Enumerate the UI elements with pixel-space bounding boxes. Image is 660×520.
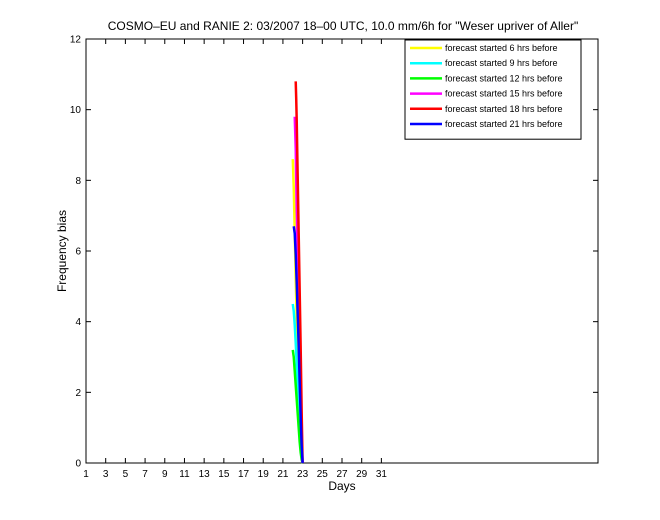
legend-entry-label: forecast started 15 hrs before	[445, 89, 563, 99]
x-tick-label: 1	[83, 469, 89, 480]
x-tick-label: 7	[142, 469, 148, 480]
x-tick-label: 11	[179, 469, 190, 480]
x-tick-label: 31	[376, 469, 388, 480]
x-tick-label: 23	[297, 469, 309, 480]
x-axis-label: Days	[328, 479, 355, 493]
legend-entry-label: forecast started 12 hrs before	[445, 73, 563, 83]
legend: forecast started 6 hrs before forecast st…	[404, 39, 582, 140]
x-tick-label: 5	[123, 469, 129, 480]
x-tick-label: 15	[218, 469, 230, 480]
series-group	[291, 81, 304, 464]
y-tick-label: 12	[70, 35, 82, 46]
y-tick-label: 4	[75, 317, 81, 328]
x-tick-label: 25	[317, 469, 329, 480]
y-tick-label: 8	[75, 176, 81, 187]
x-tick-label: 21	[277, 469, 289, 480]
chart-title: COSMO–EU and RANIE 2: 03/2007 18–00 UTC,…	[108, 19, 579, 33]
series-line-6	[292, 226, 304, 464]
series-line-5	[294, 81, 304, 464]
y-tick-label: 0	[75, 459, 81, 470]
x-tick-label: 27	[336, 469, 348, 480]
x-tick-label: 19	[258, 469, 270, 480]
y-tick-label: 6	[75, 247, 81, 258]
y-axis-label: Frequency bias	[55, 210, 69, 292]
x-tick-label: 9	[162, 469, 168, 480]
legend-box	[404, 39, 582, 140]
x-tick-label: 29	[356, 469, 368, 480]
y-tick-label: 10	[70, 105, 82, 116]
y-tick-label: 2	[75, 388, 81, 399]
x-tick-label: 17	[238, 469, 250, 480]
x-tick-label: 3	[103, 469, 109, 480]
x-tick-label: 13	[199, 469, 211, 480]
legend-entry-label: forecast started 18 hrs before	[445, 104, 563, 114]
legend-entry-label: forecast started 9 hrs before	[445, 58, 558, 68]
legend-entry-label: forecast started 6 hrs before	[445, 43, 558, 53]
legend-entry-label: forecast started 21 hrs before	[445, 119, 563, 129]
